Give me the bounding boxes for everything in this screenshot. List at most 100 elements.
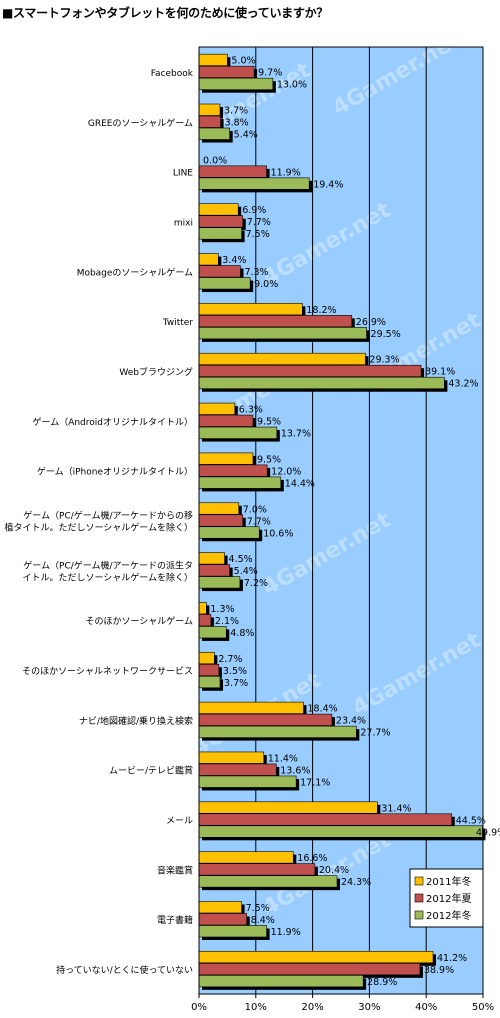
bar-value-label: 23.4% [336,716,366,727]
bar-value-label: 9.5% [257,417,281,428]
bar [198,414,254,427]
category-label: LINE [173,169,193,179]
bar [198,65,255,78]
bar [198,701,304,714]
bar [198,327,367,340]
category-label: Facebook [151,69,194,79]
bar [198,177,310,190]
x-tick-label: 10% [245,1002,267,1013]
bar [198,602,207,615]
bar-value-label: 27.7% [360,728,390,739]
bar [198,614,212,627]
bar [198,763,277,776]
bar-value-label: 2.7% [218,654,242,665]
bar [198,863,316,876]
bar [198,227,242,240]
bar [198,713,333,726]
legend-label: 2011年冬 [426,875,471,888]
bar-value-label: 43.2% [448,379,478,390]
bar [198,564,230,577]
bar-value-label: 11.9% [271,167,301,178]
bars-group [198,53,486,990]
category-label: ゲーム（iPhoneオリジナルタイトル） [37,466,193,478]
bar [198,402,236,415]
bar-value-label: 24.3% [341,877,371,888]
bar-value-label: 7.5% [246,229,270,240]
bar-value-label: 17.1% [300,777,330,788]
legend-swatch [414,876,424,886]
bar [198,825,483,838]
bar [198,77,274,90]
bar-value-label: 7.2% [244,578,268,589]
bar [198,913,248,926]
legend-swatch [414,893,424,903]
bar-value-label: 3.7% [224,106,248,117]
bar [198,502,240,515]
bar-value-label: 6.9% [242,205,266,216]
bar [198,725,357,738]
category-label: そのほかソーシャルネットワークサービス [22,666,193,677]
category-label: Mobageのソーシャルゲーム [77,266,193,278]
bar [198,901,242,914]
bar-value-label: 10.6% [263,528,293,539]
category-label: ムービー/テレビ鑑賞 [109,765,193,777]
category-label: ゲーム（Androidオリジナルタイトル） [32,416,193,428]
category-label: イトル。ただしソーシャルゲームを除く） [22,571,193,583]
bar [198,464,268,477]
bar [198,651,215,665]
bar-value-label: 29.3% [369,355,399,366]
bar-value-label: 7.0% [243,504,267,515]
legend-label: 2012年冬 [426,909,471,922]
bar-value-label: 7.5% [246,903,270,914]
bar [198,851,294,864]
bar [198,963,421,976]
legend: 2011年冬 2012年夏 2012年冬 [409,868,484,928]
category-label: メール [166,817,193,827]
bar-value-label: 5.4% [234,130,258,141]
bar [198,253,219,266]
bar-value-label: 7.7% [247,217,271,228]
category-label: 持っていない/とくに使っていない [56,964,193,976]
bar [198,376,445,390]
bar-value-label: 3.5% [223,666,247,677]
bar-value-label: 18.2% [306,305,336,316]
bar [198,315,353,328]
bar-value-label: 7.7% [247,516,271,527]
category-label: ゲーム（PC/ゲーム機/アーケードの派生タ [23,559,193,571]
bar-value-label: 7.3% [244,267,268,278]
bar-value-label: 18.4% [308,704,338,715]
bar-value-label: 3.4% [222,255,246,266]
bar [198,203,239,216]
bar-value-label: 13.6% [280,765,310,776]
bar [198,265,241,278]
bar [198,352,366,366]
bar-value-label: 5.4% [234,566,258,577]
bar [198,526,260,539]
bar-value-label: 49.9% [476,827,500,838]
x-tick-label: 30% [358,1002,380,1013]
category-labels-group: Facebook GREEのソーシャルゲーム LINE mixi Mobageのソーシャ… [4,69,193,976]
bar-value-label: 8.4% [251,915,275,926]
bar [198,626,227,639]
bar-value-label: 29.5% [371,329,401,340]
bar [198,775,297,788]
category-label: GREEのソーシャルゲーム [88,117,193,129]
bar-value-label: 13.7% [281,429,311,440]
bar-value-label: 13.0% [277,80,307,91]
bar-value-label: 11.9% [271,927,301,938]
bar-value-label: 41.2% [437,953,467,964]
category-label: Webブラウジング [119,366,193,378]
plot-border [198,46,484,995]
bar-value-label: 12.0% [271,466,301,477]
category-label: そのほかソーシャルゲーム [85,615,193,627]
bar [198,364,422,378]
legend-label: 2012年夏 [426,892,471,905]
bar-value-label: 1.3% [210,604,234,615]
bar-value-label: 9.0% [254,279,278,290]
x-tick-label: 40% [415,1002,437,1013]
bar [198,165,267,178]
bar [198,514,244,527]
category-label: ナビ/地図確認/乗り換え検索 [79,715,193,727]
bar [198,675,221,689]
bar-value-label: 6.3% [239,405,263,416]
